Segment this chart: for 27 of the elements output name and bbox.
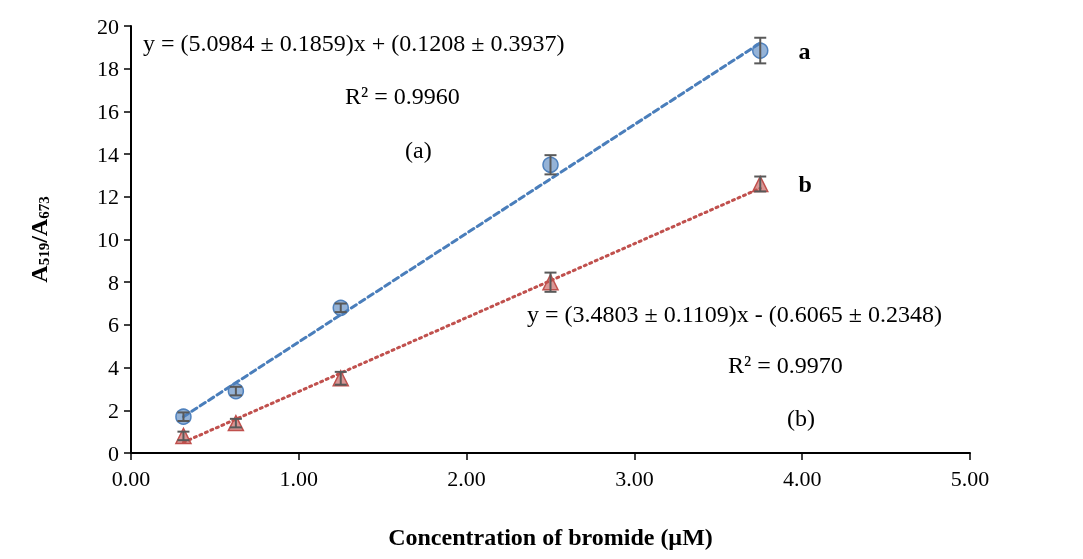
y-tick-label: 8 — [108, 269, 119, 295]
annotation: (b) — [787, 405, 815, 431]
y-tick-label: 20 — [97, 13, 119, 39]
x-tick-label: 5.00 — [950, 465, 990, 491]
y-tick-label: 14 — [97, 141, 119, 167]
series-label: a — [798, 37, 811, 64]
annotation: R² = 0.9960 — [345, 83, 460, 109]
y-axis-title: A519/A673 — [25, 196, 52, 283]
y-tick-label: 0 — [108, 440, 119, 466]
y-tick-label: 12 — [97, 184, 119, 210]
annotation: y = (5.0984 ± 0.1859)x + (0.1208 ± 0.3937) — [143, 30, 565, 56]
y-tick-label: 10 — [97, 227, 119, 252]
annotation: y = (3.4803 ± 0.1109)x - (0.6065 ± 0.2348) — [527, 301, 942, 327]
y-tick-label: 18 — [97, 56, 119, 82]
y-tick-label: 2 — [108, 397, 119, 423]
series-label: b — [798, 170, 812, 197]
x-tick-label: 3.00 — [615, 465, 654, 491]
x-tick-label: 1.00 — [279, 465, 319, 491]
x-tick-label: 4.00 — [782, 465, 822, 491]
y-tick-label: 16 — [97, 98, 119, 124]
y-tick-label: 4 — [108, 355, 119, 381]
x-axis-title: Concentration of bromide (µM) — [388, 524, 713, 550]
y-tick-label: 6 — [108, 312, 119, 338]
x-tick-label: 0.00 — [111, 465, 151, 491]
x-tick-label: 2.00 — [447, 465, 486, 491]
annotation: (a) — [405, 137, 432, 163]
annotation: R² = 0.9970 — [728, 352, 843, 378]
